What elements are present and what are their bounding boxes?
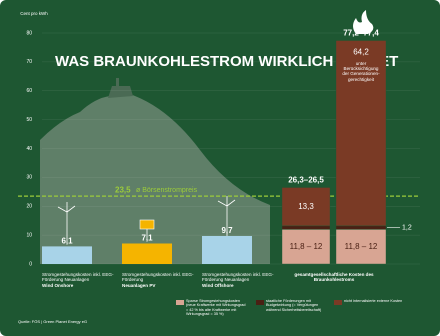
value-label: 6,1 (61, 236, 73, 245)
bar-segment (281, 187, 331, 227)
y-tick-label: 30 (26, 175, 32, 181)
legend-label: staatliche Förderungen mit Budgetwirkung… (266, 299, 322, 312)
category-label: Stromgestehungskosten inkl. EEG-Förderun… (202, 272, 282, 288)
category-text: gesamtgesellschaftliche Kosten des Braun… (294, 272, 374, 283)
y-tick-label: 60 (26, 88, 32, 94)
y-tick-label: 40 (26, 146, 32, 152)
legend-label: nicht internalisierte externe Kosten (344, 299, 403, 303)
y-tick-label: 0 (29, 261, 32, 267)
fire-icon (353, 10, 374, 34)
legend-swatch (334, 300, 342, 305)
legend-label: Sparse Stromgestehungskosten (neue Kraft… (186, 299, 246, 317)
bar-segment (335, 40, 387, 227)
y-tick-label: 20 (26, 204, 32, 210)
value-label: 13,3 (298, 202, 314, 211)
chart-title: WAS BRAUNKOHLESTROM WIRKLICH KOSTET (55, 53, 398, 70)
legend-swatch (176, 300, 184, 305)
category-text: Stromgestehungskosten inkl. EEG-Förderun… (202, 272, 274, 283)
category-label: gesamtgesellschaftliche Kosten des Braun… (282, 272, 386, 283)
category-text: Stromgestehungskosten inkl. EEG-Förderun… (42, 272, 114, 283)
bar (42, 246, 92, 264)
bar-segment (335, 229, 387, 265)
bar-segment (335, 225, 387, 230)
y-tick-label: 10 (26, 232, 32, 238)
value-label: 64,2 (353, 48, 369, 57)
bar-segment (281, 225, 331, 230)
y-tick-label: 80 (26, 30, 32, 36)
reference-label: ø Börsenstrompreis (136, 187, 198, 194)
source: Quelle: FÖS | Green Planet Energy eG (18, 319, 87, 324)
category-note: Wind Offshore (202, 282, 234, 288)
y-axis-label: Cent pro kWh (20, 11, 48, 16)
category-note: Neuanlagen PV (122, 282, 156, 288)
value-label: 7,1 (141, 234, 153, 243)
turbine-icons (57, 196, 236, 242)
total-label: 77,2–77,4 (343, 29, 379, 38)
category-label: Stromgestehungskosten inkl. EEG-Förderun… (42, 272, 122, 288)
category-text: Stromgestehungskosten inkl. EEG-Förderun… (122, 272, 194, 283)
y-tick-label: 50 (26, 117, 32, 123)
reference-value: 23,5 (115, 185, 131, 194)
total-label: 26,3–26,5 (288, 176, 324, 185)
value-label: 9,7 (221, 226, 233, 235)
legend-swatch (256, 300, 264, 305)
bar-segment (281, 229, 331, 265)
y-tick-label: 70 (26, 59, 32, 65)
category-note: Wind Onshore (42, 282, 74, 288)
mountain (40, 90, 270, 264)
plant-icon (108, 78, 133, 98)
value-label: 11,8 – 12 (345, 242, 378, 251)
solar-icon (139, 219, 155, 240)
bar (122, 243, 172, 264)
bar (202, 235, 252, 264)
annotation: unter Berücksichtigung der Generationen-… (342, 60, 380, 82)
category-label: Stromgestehungskosten inkl. EEG-Förderun… (122, 272, 202, 288)
value-label: 11,8 – 12 (290, 242, 323, 251)
value-label: 1,2 (402, 224, 412, 231)
